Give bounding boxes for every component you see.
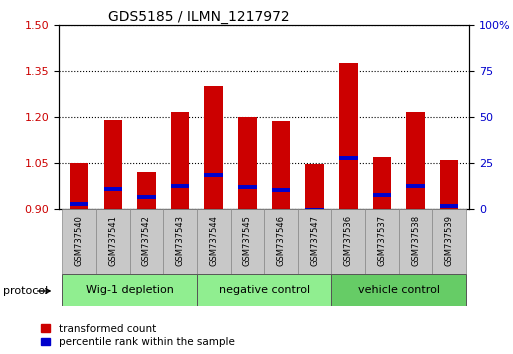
Bar — [372, 193, 391, 197]
Bar — [238, 117, 256, 209]
Bar — [339, 63, 358, 209]
Bar — [432, 209, 466, 274]
Bar — [63, 274, 197, 306]
Bar — [298, 209, 331, 274]
Text: GSM737547: GSM737547 — [310, 215, 319, 266]
Text: GSM737543: GSM737543 — [175, 215, 185, 266]
Bar — [197, 209, 230, 274]
Bar — [104, 120, 122, 209]
Text: vehicle control: vehicle control — [358, 285, 440, 295]
Text: Wig-1 depletion: Wig-1 depletion — [86, 285, 173, 295]
Bar — [70, 202, 88, 206]
Text: GSM737546: GSM737546 — [277, 215, 286, 266]
Text: GSM737536: GSM737536 — [344, 215, 353, 266]
Text: protocol: protocol — [3, 286, 48, 296]
Text: GSM737542: GSM737542 — [142, 215, 151, 266]
Bar — [63, 209, 96, 274]
Bar — [197, 274, 331, 306]
Bar — [399, 209, 432, 274]
Bar — [406, 184, 425, 188]
Bar — [331, 274, 466, 306]
Bar — [163, 209, 197, 274]
Text: GSM737545: GSM737545 — [243, 215, 252, 266]
Bar — [372, 157, 391, 209]
Text: GSM737538: GSM737538 — [411, 215, 420, 266]
Bar — [440, 160, 459, 209]
Bar — [272, 121, 290, 209]
Bar — [171, 184, 189, 188]
Bar — [264, 209, 298, 274]
Text: GDS5185 / ILMN_1217972: GDS5185 / ILMN_1217972 — [108, 10, 290, 24]
Bar — [137, 195, 156, 199]
Bar — [70, 163, 88, 209]
Bar — [339, 156, 358, 160]
Bar — [331, 209, 365, 274]
Bar — [238, 185, 256, 189]
Bar — [305, 209, 324, 212]
Bar — [96, 209, 130, 274]
Bar — [305, 164, 324, 209]
Bar — [406, 112, 425, 209]
Text: negative control: negative control — [219, 285, 310, 295]
Text: GSM737540: GSM737540 — [75, 215, 84, 266]
Bar — [440, 204, 459, 208]
Text: GSM737539: GSM737539 — [445, 215, 453, 266]
Bar — [272, 188, 290, 193]
Bar — [365, 209, 399, 274]
Bar — [171, 112, 189, 209]
Text: GSM737544: GSM737544 — [209, 215, 218, 266]
Bar — [205, 173, 223, 177]
Bar — [205, 86, 223, 209]
Bar — [137, 172, 156, 209]
Bar — [130, 209, 163, 274]
Bar — [104, 187, 122, 191]
Text: GSM737541: GSM737541 — [108, 215, 117, 266]
Legend: transformed count, percentile rank within the sample: transformed count, percentile rank withi… — [41, 324, 235, 347]
Text: GSM737537: GSM737537 — [378, 215, 386, 266]
Bar — [230, 209, 264, 274]
